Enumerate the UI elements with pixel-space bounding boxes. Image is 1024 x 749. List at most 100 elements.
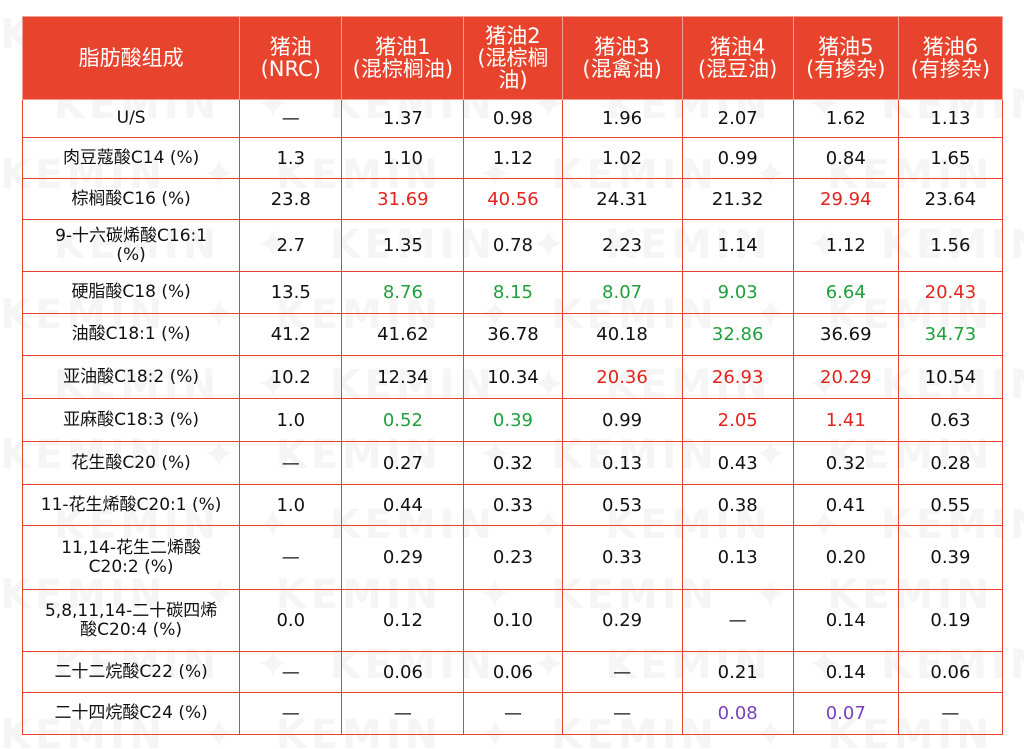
value-cell: 31.69 (341, 178, 465, 220)
value-cell: 0.14 (792, 651, 899, 693)
row-label: 11,14-花生二烯酸 C20:2 (%) (21, 525, 241, 590)
value-cell: — (239, 692, 343, 735)
table-body: U/S —1.37 0.98 1.96 2.07 1.62 1.13 肉豆蔻酸C14 (%) 1… (21, 99, 1004, 735)
value-cell: 0.41 (792, 484, 899, 526)
value-cell: — (239, 651, 343, 693)
value-cell: 0.19 (897, 589, 1004, 652)
value-cell: 1.12 (463, 137, 563, 179)
value-cell: 0.84 (792, 137, 899, 179)
value-cell: 2.7 (239, 219, 343, 272)
table-row: 二十二烷酸C22 (%) —0.06 0.06—0.21 0.14 0.06 (21, 651, 1004, 693)
value-cell: 0.32 (463, 441, 563, 485)
value-cell: 20.43 (897, 271, 1004, 314)
value-cell: 1.10 (341, 137, 465, 179)
value-cell: 1.37 (341, 99, 465, 138)
value-cell: 12.34 (341, 355, 465, 399)
value-cell: 20.29 (792, 355, 899, 399)
value-cell: 1.35 (341, 219, 465, 272)
value-cell: 0.20 (792, 525, 899, 590)
value-cell: 2.07 (681, 99, 794, 138)
table-row: 硬脂酸C18 (%) 13.5 8.76 8.15 8.07 9.03 6.64 20.43 (21, 271, 1004, 314)
value-cell: 0.06 (897, 651, 1004, 693)
header-fatty-acid: 脂肪酸组成 (21, 16, 241, 100)
value-cell: — (341, 692, 465, 735)
value-cell: 8.07 (561, 271, 683, 314)
value-cell: 40.56 (463, 178, 563, 220)
value-cell: 8.76 (341, 271, 465, 314)
fatty-acid-table: 脂肪酸组成 猪油 (NRC) 猪油1 (混棕榈油) 猪油2 (混棕榈 油) 猪油3 (混… (21, 16, 1004, 735)
table-row: 油酸C18:1 (%) 41.2 41.62 36.78 40.18 32.86 36.69… (21, 313, 1004, 356)
value-cell: 32.86 (681, 313, 794, 356)
table-row: 花生酸C20 (%) —0.27 0.32 0.13 0.43 0.32 0.28 (21, 441, 1004, 485)
value-cell: 1.12 (792, 219, 899, 272)
row-label: 二十四烷酸C24 (%) (21, 692, 241, 735)
table-row: U/S —1.37 0.98 1.96 2.07 1.62 1.13 (21, 99, 1004, 138)
value-cell: 1.62 (792, 99, 899, 138)
value-cell: 0.13 (561, 441, 683, 485)
value-cell: 1.65 (897, 137, 1004, 179)
header-lard-5: 猪油4 (混豆油) (681, 16, 794, 100)
value-cell: 0.43 (681, 441, 794, 485)
value-cell: 0.28 (897, 441, 1004, 485)
value-cell: 0.06 (463, 651, 563, 693)
value-cell: 40.18 (561, 313, 683, 356)
value-cell: 8.15 (463, 271, 563, 314)
value-cell: 2.05 (681, 398, 794, 442)
value-cell: 36.78 (463, 313, 563, 356)
header-lard-3: 猪油2 (混棕榈 油) (463, 16, 563, 100)
value-cell: — (561, 651, 683, 693)
value-cell: 0.33 (463, 484, 563, 526)
header-lard-6: 猪油5 (有掺杂) (792, 16, 899, 100)
row-label: 棕榈酸C16 (%) (21, 178, 241, 220)
value-cell: 6.64 (792, 271, 899, 314)
value-cell: 0.52 (341, 398, 465, 442)
value-cell: 0.14 (792, 589, 899, 652)
value-cell: 0.38 (681, 484, 794, 526)
value-cell: 34.73 (897, 313, 1004, 356)
value-cell: 20.36 (561, 355, 683, 399)
value-cell: 0.23 (463, 525, 563, 590)
value-cell: 0.0 (239, 589, 343, 652)
value-cell: 0.55 (897, 484, 1004, 526)
value-cell: 10.34 (463, 355, 563, 399)
table-row: 棕榈酸C16 (%) 23.8 31.69 40.56 24.31 21.32 29.94 2… (21, 178, 1004, 220)
value-cell: 24.31 (561, 178, 683, 220)
row-label: 油酸C18:1 (%) (21, 313, 241, 356)
row-label: 花生酸C20 (%) (21, 441, 241, 485)
value-cell: 13.5 (239, 271, 343, 314)
row-label: 肉豆蔻酸C14 (%) (21, 137, 241, 179)
value-cell: 0.13 (681, 525, 794, 590)
value-cell: — (239, 99, 343, 138)
value-cell: 23.8 (239, 178, 343, 220)
value-cell: 0.53 (561, 484, 683, 526)
value-cell: 1.0 (239, 398, 343, 442)
value-cell: 10.2 (239, 355, 343, 399)
row-label: 5,8,11,14-二十碳四烯 酸C20:4 (%) (21, 589, 241, 652)
value-cell: 9.03 (681, 271, 794, 314)
value-cell: — (239, 441, 343, 485)
row-label: 亚麻酸C18:3 (%) (21, 398, 241, 442)
value-cell: 0.21 (681, 651, 794, 693)
value-cell: 0.63 (897, 398, 1004, 442)
value-cell: 0.44 (341, 484, 465, 526)
value-cell: 0.39 (897, 525, 1004, 590)
table-row: 肉豆蔻酸C14 (%) 1.3 1.10 1.12 1.02 0.99 0.84 1.65 (21, 137, 1004, 179)
header-lard-2: 猪油1 (混棕榈油) (341, 16, 465, 100)
value-cell: 1.02 (561, 137, 683, 179)
value-cell: 0.08 (681, 692, 794, 735)
value-cell: 2.23 (561, 219, 683, 272)
value-cell: 0.32 (792, 441, 899, 485)
value-cell: — (681, 589, 794, 652)
value-cell: 0.06 (341, 651, 465, 693)
table-row: 11-花生烯酸C20:1 (%) 1.0 0.44 0.33 0.53 0.38 0.41 0… (21, 484, 1004, 526)
value-cell: 1.14 (681, 219, 794, 272)
row-label: 二十二烷酸C22 (%) (21, 651, 241, 693)
value-cell: 26.93 (681, 355, 794, 399)
value-cell: 0.07 (792, 692, 899, 735)
value-cell: 0.29 (341, 525, 465, 590)
table-row: 二十四烷酸C24 (%) — — — —0.08 0.07— (21, 692, 1004, 735)
value-cell: 1.96 (561, 99, 683, 138)
row-label: 亚油酸C18:2 (%) (21, 355, 241, 399)
value-cell: 21.32 (681, 178, 794, 220)
value-cell: 0.78 (463, 219, 563, 272)
